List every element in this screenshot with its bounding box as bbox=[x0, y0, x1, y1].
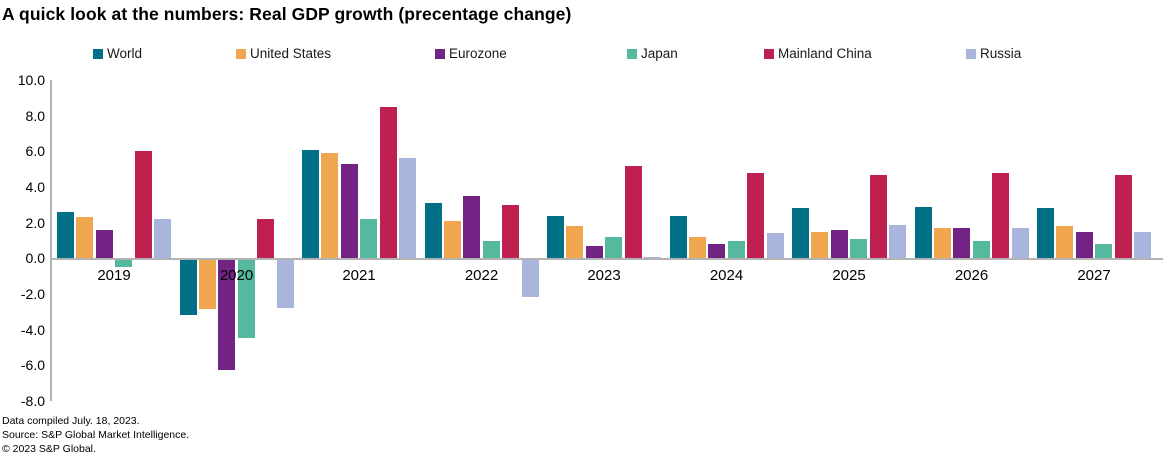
y-axis-line bbox=[50, 80, 52, 402]
bar-eurozone-2022 bbox=[463, 195, 481, 259]
footer-compiled-date: Data compiled July. 18, 2023. bbox=[2, 415, 140, 427]
bar-world-2020 bbox=[179, 259, 197, 315]
bar-mainland-china-2023 bbox=[624, 165, 642, 259]
x-axis-label-2023: 2023 bbox=[587, 267, 621, 285]
bar-mainland-china-2027 bbox=[1114, 174, 1132, 259]
bar-japan-2020 bbox=[237, 259, 255, 338]
bar-mainland-china-2024 bbox=[747, 172, 765, 259]
footer-copyright: © 2023 S&P Global. bbox=[2, 443, 96, 455]
y-tick-label-8.0: 8.0 bbox=[25, 107, 45, 124]
legend-label-russia: Russia bbox=[980, 46, 1022, 61]
y-tick-label--8.0: -8.0 bbox=[20, 393, 45, 410]
bar-united-states-2026 bbox=[933, 228, 951, 259]
bar-russia-2022 bbox=[521, 259, 539, 297]
legend-item-japan: Japan bbox=[627, 46, 678, 61]
bar-mainland-china-2021 bbox=[379, 106, 397, 259]
y-tick-label--4.0: -4.0 bbox=[20, 321, 45, 338]
legend-label-japan: Japan bbox=[641, 46, 678, 61]
bar-world-2022 bbox=[424, 203, 442, 259]
bar-eurozone-2025 bbox=[830, 229, 848, 259]
bar-russia-2027 bbox=[1134, 231, 1151, 259]
bar-russia-2020 bbox=[276, 259, 294, 308]
bar-eurozone-2021 bbox=[340, 163, 358, 259]
bar-mainland-china-2019 bbox=[134, 151, 152, 259]
footer-source: Source: S&P Global Market Intelligence. bbox=[2, 429, 190, 441]
x-axis-label-2022: 2022 bbox=[464, 267, 499, 285]
x-axis-label-2027: 2027 bbox=[1077, 267, 1111, 285]
bar-united-states-2023 bbox=[566, 226, 584, 259]
legend-label-mainland-china: Mainland China bbox=[778, 46, 872, 61]
bar-japan-2025 bbox=[850, 238, 868, 259]
bar-world-2021 bbox=[302, 149, 319, 259]
bar-eurozone-2026 bbox=[953, 228, 971, 259]
bar-eurozone-2020 bbox=[218, 259, 236, 370]
legend-item-eurozone: Eurozone bbox=[435, 46, 507, 61]
bar-russia-2019 bbox=[154, 219, 171, 259]
bar-japan-2023 bbox=[605, 236, 623, 259]
bar-japan-2019 bbox=[115, 259, 133, 267]
x-axis-label-2020: 2020 bbox=[219, 267, 254, 285]
bar-world-2019 bbox=[57, 212, 74, 259]
legend-item-world: World bbox=[93, 46, 142, 61]
y-tick-label-2.0: 2.0 bbox=[25, 214, 45, 231]
legend-swatch-united-states bbox=[236, 48, 246, 59]
x-axis-label-2019: 2019 bbox=[97, 267, 131, 285]
bar-united-states-2020 bbox=[198, 259, 216, 310]
legend-swatch-russia bbox=[966, 48, 976, 59]
x-axis-label-2026: 2026 bbox=[954, 267, 989, 285]
x-axis-label-2021: 2021 bbox=[342, 267, 376, 285]
bar-japan-2026 bbox=[972, 240, 990, 259]
bar-eurozone-2027 bbox=[1075, 231, 1093, 259]
legend-swatch-mainland-china bbox=[764, 48, 774, 59]
bar-russia-2024 bbox=[766, 233, 784, 259]
bar-eurozone-2023 bbox=[585, 245, 603, 259]
footer: Data compiled July. 18, 2023. Source: S&… bbox=[2, 414, 189, 456]
legend-swatch-japan bbox=[627, 48, 637, 59]
bar-mainland-china-2020 bbox=[257, 219, 275, 259]
bar-world-2025 bbox=[792, 208, 809, 259]
bar-mainland-china-2026 bbox=[992, 172, 1010, 259]
bar-united-states-2025 bbox=[811, 231, 829, 259]
bar-japan-2027 bbox=[1095, 244, 1113, 259]
bar-world-2027 bbox=[1037, 208, 1054, 259]
y-tick-label--6.0: -6.0 bbox=[20, 357, 45, 374]
x-axis-label-2025: 2025 bbox=[832, 267, 866, 285]
bar-mainland-china-2025 bbox=[869, 174, 887, 259]
y-tick-label-10.0: 10.0 bbox=[17, 72, 45, 88]
legend-label-world: World bbox=[107, 46, 143, 61]
y-tick-label--2.0: -2.0 bbox=[20, 286, 45, 303]
bar-eurozone-2019 bbox=[95, 229, 113, 259]
legend-item-united-states: United States bbox=[236, 46, 331, 61]
bar-world-2023 bbox=[547, 215, 564, 259]
bar-japan-2022 bbox=[482, 240, 500, 259]
bar-eurozone-2024 bbox=[708, 244, 726, 259]
bar-united-states-2022 bbox=[443, 220, 461, 259]
legend-label-united-states: United States bbox=[250, 46, 332, 61]
bar-united-states-2024 bbox=[688, 236, 706, 259]
y-tick-label-0.0: 0.0 bbox=[25, 250, 45, 267]
bar-world-2026 bbox=[914, 206, 932, 259]
bar-japan-2024 bbox=[727, 240, 745, 259]
bar-mainland-china-2022 bbox=[502, 204, 520, 259]
x-axis-label-2024: 2024 bbox=[709, 267, 744, 285]
bar-world-2024 bbox=[669, 215, 687, 259]
bar-united-states-2021 bbox=[321, 153, 339, 259]
chart-title: A quick look at the numbers: Real GDP gr… bbox=[2, 4, 572, 24]
legend-item-mainland-china: Mainland China bbox=[764, 46, 872, 61]
legend-label-eurozone: Eurozone bbox=[449, 46, 507, 61]
bar-united-states-2019 bbox=[76, 217, 94, 259]
bar-russia-2023 bbox=[644, 256, 661, 259]
y-tick-label-4.0: 4.0 bbox=[25, 179, 45, 196]
bar-russia-2021 bbox=[399, 158, 416, 259]
bar-united-states-2027 bbox=[1056, 226, 1074, 259]
legend-swatch-world bbox=[93, 48, 103, 59]
y-tick-label-6.0: 6.0 bbox=[25, 143, 45, 160]
zero-baseline bbox=[50, 257, 1163, 260]
bar-russia-2025 bbox=[889, 224, 906, 259]
bar-japan-2021 bbox=[360, 219, 378, 259]
bar-russia-2026 bbox=[1011, 228, 1029, 259]
legend-item-russia: Russia bbox=[966, 46, 1021, 61]
legend-swatch-eurozone bbox=[435, 48, 445, 59]
